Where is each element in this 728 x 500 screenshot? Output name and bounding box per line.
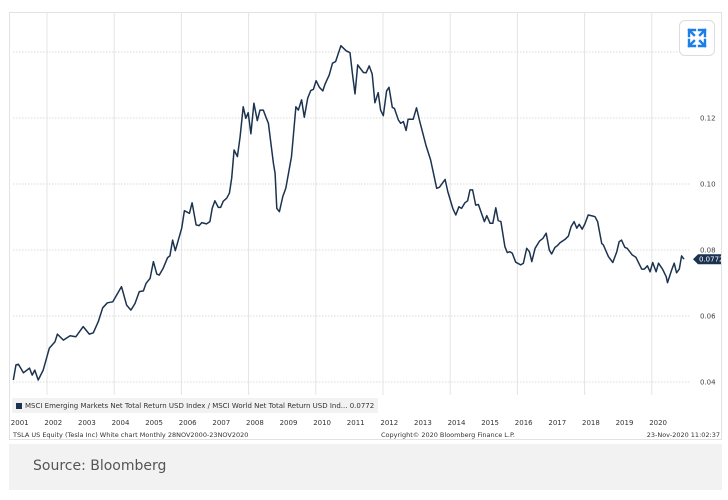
x-tick-label: 2003 — [78, 419, 96, 427]
footer-chart-info: TSLA US Equity (Tesla Inc) White chart M… — [13, 431, 249, 439]
x-tick-label: 2017 — [548, 419, 566, 427]
x-tick-label: 2020 — [649, 419, 667, 427]
source-caption-bar: Source: Bloomberg — [9, 444, 722, 490]
series-line — [12, 44, 685, 381]
expand-chart-button[interactable] — [679, 20, 715, 56]
source-caption: Source: Bloomberg — [33, 458, 167, 474]
expand-arrows-icon — [687, 28, 707, 48]
x-tick-label: 2015 — [481, 419, 499, 427]
x-tick-label: 2008 — [246, 419, 264, 427]
x-tick-label: 2012 — [380, 419, 398, 427]
x-tick-label: 2016 — [515, 419, 533, 427]
x-tick-label: 2007 — [212, 419, 230, 427]
x-tick-label: 2013 — [414, 419, 432, 427]
x-tick-label: 2014 — [448, 419, 466, 427]
last-value-tag: 0.0772 — [693, 254, 724, 265]
legend-label: MSCI Emerging Markets Net Total Return U… — [25, 401, 375, 410]
x-tick-label: 2011 — [347, 419, 365, 427]
x-tick-label: 2006 — [179, 419, 197, 427]
last-value-label: 0.0772 — [699, 256, 724, 264]
x-tick-label: 2004 — [112, 419, 130, 427]
x-tick-label: 2001 — [11, 419, 29, 427]
x-tick-label: 2018 — [582, 419, 600, 427]
x-tick-label: 2009 — [280, 419, 298, 427]
x-tick-label: 2010 — [313, 419, 331, 427]
chart-frame — [9, 12, 722, 440]
x-tick-label: 2005 — [145, 419, 163, 427]
y-tick-label: 0.12 — [700, 115, 716, 123]
y-tick-label: 0.08 — [700, 247, 716, 255]
footer-timestamp: 23-Nov-2020 11:02:37 — [646, 431, 720, 439]
y-tick-label: 0.10 — [700, 181, 716, 189]
y-tick-label: 0.06 — [700, 313, 716, 321]
y-tick-label: 0.04 — [700, 379, 716, 387]
chart-legend: MSCI Emerging Markets Net Total Return U… — [12, 398, 379, 413]
footer-copyright: Copyright© 2020 Bloomberg Finance L.P. — [381, 431, 515, 439]
x-tick-label: 2002 — [44, 419, 62, 427]
legend-swatch — [16, 402, 22, 409]
x-tick-label: 2019 — [616, 419, 634, 427]
